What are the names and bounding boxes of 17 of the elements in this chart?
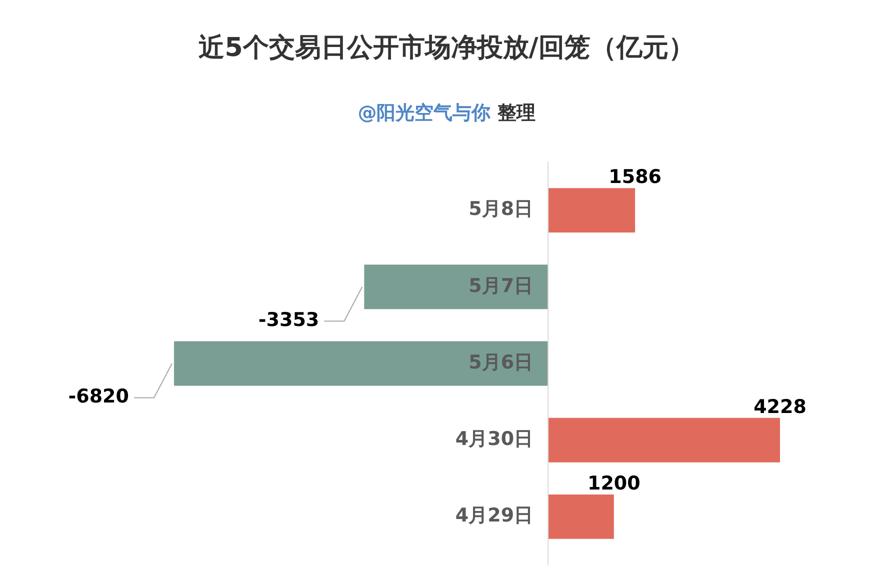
- y-tick-label: 5月7日: [468, 274, 534, 297]
- y-tick-label: 4月29日: [455, 504, 534, 527]
- bar: [548, 418, 780, 462]
- y-tick-label: 4月30日: [455, 428, 534, 450]
- y-tick-label: 5月8日: [468, 198, 534, 220]
- data-label: -6820: [68, 386, 129, 408]
- data-label: -3353: [258, 309, 320, 332]
- y-tick-label: 5月6日: [468, 351, 534, 374]
- data-label: 1586: [608, 166, 662, 188]
- bar: [174, 341, 548, 386]
- bar: [364, 264, 548, 310]
- data-label: 4228: [754, 396, 806, 418]
- data-label: 1200: [587, 472, 640, 494]
- chart-subtitle: @阳光空气与你 整理: [356, 101, 536, 126]
- chart-title: 近5个交易日公开市场净投放/回笼（亿元）: [198, 32, 696, 65]
- bar: [548, 188, 636, 233]
- bar: [548, 494, 614, 539]
